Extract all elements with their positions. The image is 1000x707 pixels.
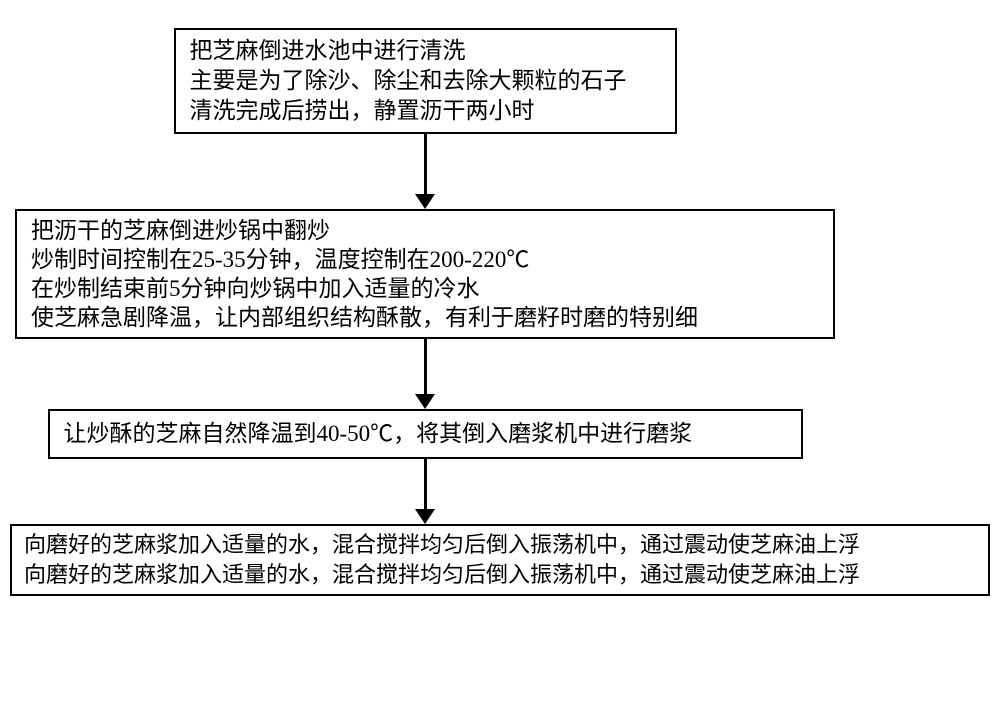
flowchart-container: 把芝麻倒进水池中进行清洗 主要是为了除沙、除尘和去除大颗粒的石子 清洗完成后捞出… xyxy=(0,0,1000,596)
step3-line1: 让炒酥的芝麻自然降温到40-50℃，将其倒入磨浆机中进行磨浆 xyxy=(64,418,787,450)
arrow-head-icon xyxy=(415,394,435,409)
arrow-3 xyxy=(415,459,435,524)
arrow-1 xyxy=(415,134,435,209)
step2-line1: 把沥干的芝麻倒进炒锅中翻炒 xyxy=(31,216,819,245)
arrow-shaft-icon xyxy=(424,339,427,394)
arrow-head-icon xyxy=(415,194,435,209)
step2-line2: 炒制时间控制在25-35分钟，温度控制在200-220℃ xyxy=(31,245,819,274)
flowchart-step-1: 把芝麻倒进水池中进行清洗 主要是为了除沙、除尘和去除大颗粒的石子 清洗完成后捞出… xyxy=(174,28,677,134)
step2-line3: 在炒制结束前5分钟向炒锅中加入适量的冷水 xyxy=(31,274,819,303)
arrow-shaft-icon xyxy=(424,134,427,194)
step1-line2: 主要是为了除沙、除尘和去除大颗粒的石子 xyxy=(190,66,661,96)
step2-line4: 使芝麻急剧降温，让内部组织结构酥散，有利于磨籽时磨的特别细 xyxy=(31,303,819,332)
step4-line1: 向磨好的芝麻浆加入适量的水，混合搅拌均匀后倒入振荡机中，通过震动使芝麻油上浮 xyxy=(24,530,976,560)
flowchart-step-2: 把沥干的芝麻倒进炒锅中翻炒 炒制时间控制在25-35分钟，温度控制在200-22… xyxy=(15,209,835,339)
arrow-2 xyxy=(415,339,435,409)
flowchart-step-3: 让炒酥的芝麻自然降温到40-50℃，将其倒入磨浆机中进行磨浆 xyxy=(48,409,803,459)
flowchart-step-4: 向磨好的芝麻浆加入适量的水，混合搅拌均匀后倒入振荡机中，通过震动使芝麻油上浮 向… xyxy=(10,524,990,596)
arrow-head-icon xyxy=(415,509,435,524)
step1-line3: 清洗完成后捞出，静置沥干两小时 xyxy=(190,96,661,126)
arrow-shaft-icon xyxy=(424,459,427,509)
step4-line2: 向磨好的芝麻浆加入适量的水，混合搅拌均匀后倒入振荡机中，通过震动使芝麻油上浮 xyxy=(24,560,976,590)
step1-line1: 把芝麻倒进水池中进行清洗 xyxy=(190,36,661,66)
